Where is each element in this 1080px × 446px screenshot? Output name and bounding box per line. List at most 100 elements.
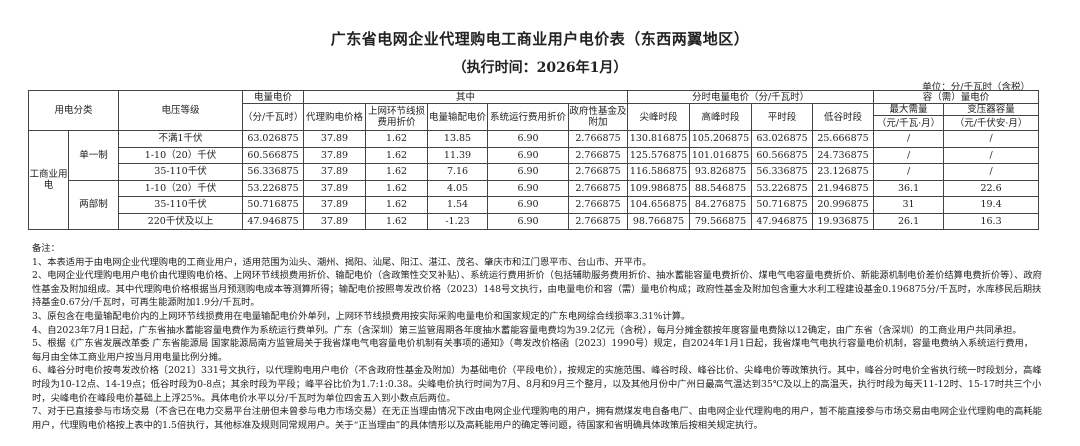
- demand-cell: /: [873, 146, 945, 164]
- flat-cell: 53.226875: [751, 179, 814, 197]
- peak-cell: 101.016875: [689, 146, 753, 164]
- header-proxy: 代理购电价格: [303, 103, 367, 131]
- voltage-cell: 1-10（20）千伏: [118, 146, 244, 164]
- loss-cell: 1.62: [365, 163, 429, 181]
- trans-cell: -1.23: [427, 212, 489, 230]
- voltage-cell: 35-110千伏: [118, 196, 244, 214]
- valley-cell: 24.736875: [812, 146, 875, 164]
- transformer-cell: 22.6: [943, 179, 1040, 197]
- sys-cell: 6.90: [487, 196, 570, 214]
- demand-cell: /: [873, 130, 945, 148]
- trans-cell: 13.85: [427, 130, 489, 148]
- voltage-cell: 220千伏及以上: [118, 212, 244, 230]
- proxy-cell: 37.89: [303, 212, 367, 230]
- header-gov-fund: 政府性基金及附加: [568, 103, 629, 131]
- transformer-cell: /: [943, 146, 1040, 164]
- flat-cell: 60.566875: [751, 146, 814, 164]
- header-transmission: 电量输配电价: [427, 103, 489, 131]
- table-row: 两部制 1-10（20）千伏 53.226875 37.89 1.62 4.05 6.90 2…: [29, 179, 1040, 230]
- loss-cell: 1.62: [365, 179, 429, 197]
- note-item: 3、原包含在电量输配电价内的上网环节线损费用在电量输配电价外单列，上网环节线损费…: [32, 310, 691, 322]
- header-peak-top: 尖峰时段: [627, 103, 691, 131]
- proxy-cell: 37.89: [303, 130, 367, 148]
- flat-cell: 47.946875: [751, 212, 814, 230]
- table-row: 35-110千伏 56.336875 37.89 1.62 7.16 6.90 2.7668…: [29, 163, 1040, 181]
- header-system-cost: 系统运行费用折价: [487, 103, 570, 131]
- demand-cell: 31: [873, 196, 945, 214]
- proxy-cell: 37.89: [303, 163, 367, 181]
- loss-cell: 1.62: [365, 146, 429, 164]
- header-flat: 平时段: [751, 103, 814, 131]
- note-item: 5、根据《广东省发展改革委 广东省能源局 国家能源局南方监管局关于我省煤电气电容…: [32, 338, 1034, 363]
- sys-cell: 6.90: [487, 163, 570, 181]
- proxy-cell: 37.89: [303, 179, 367, 197]
- peak-cell: 79.566875: [689, 212, 753, 230]
- transformer-cell: 19.4: [943, 196, 1040, 214]
- header-energy-price: 电量电价: [242, 90, 305, 104]
- header-max-demand-unit: （元/千瓦·月）: [873, 115, 945, 131]
- transformer-cell: /: [943, 163, 1040, 181]
- peak-cell: 84.276875: [689, 196, 753, 214]
- gov-cell: 2.766875: [568, 196, 629, 214]
- table-row: 220千伏及以上 47.946875 37.89 1.62 -1.23 6.90 2.766…: [29, 212, 1040, 230]
- header-voltage: 电压等级: [118, 90, 244, 131]
- valley-cell: 25.666875: [812, 130, 875, 148]
- valley-cell: 19.936875: [812, 212, 875, 230]
- voltage-cell: 35-110千伏: [118, 163, 244, 181]
- demand-cell: 26.1: [873, 212, 945, 230]
- sys-cell: 6.90: [487, 146, 570, 164]
- transformer-cell: 16.3: [943, 212, 1040, 230]
- top-cell: 116.586875: [627, 163, 691, 181]
- flat-cell: 50.716875: [751, 196, 814, 214]
- demand-cell: /: [873, 163, 945, 181]
- flat-cell: 63.026875: [751, 130, 814, 148]
- header-peak: 高峰时段: [689, 103, 753, 131]
- energy-cell: 53.226875: [242, 179, 305, 197]
- energy-cell: 47.946875: [242, 212, 305, 230]
- trans-cell: 7.16: [427, 163, 489, 181]
- flat-cell: 56.336875: [751, 163, 814, 181]
- note-item: 6、峰谷分时电价按粤发改价格〔2021〕331号文执行，以代理购电用户电价（不含…: [32, 365, 1042, 404]
- group-single: 单一制: [67, 130, 120, 181]
- header-max-demand: 最大需量: [873, 103, 945, 116]
- sys-cell: 6.90: [487, 212, 570, 230]
- table-row: 35-110千伏 50.716875 37.89 1.62 1.54 6.90 2.7668…: [29, 196, 1040, 214]
- group-two-part: 两部制: [67, 179, 120, 230]
- gov-cell: 2.766875: [568, 179, 629, 197]
- voltage-cell: 1-10（20）千伏: [118, 179, 244, 197]
- valley-cell: 23.126875: [812, 163, 875, 181]
- voltage-cell: 不满1千伏: [118, 130, 244, 148]
- peak-cell: 93.826875: [689, 163, 753, 181]
- table-row: 1-10（20）千伏 60.566875 37.89 1.62 11.39 6.90 2.7…: [29, 146, 1040, 164]
- energy-cell: 63.026875: [242, 130, 305, 148]
- top-cell: 98.766875: [627, 212, 691, 230]
- header-valley: 低谷时段: [812, 103, 875, 131]
- header-line-loss: 上网环节线损费用折价: [365, 103, 429, 131]
- demand-cell: 36.1: [873, 179, 945, 197]
- energy-cell: 60.566875: [242, 146, 305, 164]
- page-title: 广东省电网企业代理购电工商业用户电价表（东西两翼地区）: [330, 30, 750, 48]
- peak-cell: 105.206875: [689, 130, 753, 148]
- note-item: 4、自2023年7月1日起，广东省抽水蓄能容量电费作为系统运行费单列。广东（含深…: [32, 324, 1022, 336]
- unit-label: 单位：分/千瓦时（含税）: [922, 82, 1030, 93]
- note-item: 2、电网企业代理购电用户电价由代理购电价格、上网环节线损费用折价、输配电价（含政…: [32, 270, 1042, 309]
- header-category: 用电分类: [27, 90, 120, 131]
- loss-cell: 1.62: [365, 212, 429, 230]
- header-capacity: 容（需）量电价: [873, 90, 1040, 104]
- proxy-cell: 37.89: [303, 146, 367, 164]
- top-cell: 109.986875: [627, 179, 691, 197]
- note-item: 1、本表适用于由电网企业代理购电的工商业用户，适用范围为汕头、潮州、揭阳、汕尾、…: [32, 256, 652, 268]
- header-transformer-unit: （元/千伏安·月）: [943, 115, 1040, 131]
- energy-cell: 56.336875: [242, 163, 305, 181]
- gov-cell: 2.766875: [568, 212, 629, 230]
- header-tou: 分时电量电价（分/千瓦时）: [627, 90, 875, 104]
- peak-cell: 88.546875: [689, 179, 753, 197]
- top-cell: 130.816875: [627, 130, 691, 148]
- table-row: 工商业用电 单一制 不满1千伏 63.026875 37.89 1.62 13.85 6.90…: [28, 130, 1040, 230]
- loss-cell: 1.62: [365, 196, 429, 214]
- trans-cell: 1.54: [427, 196, 489, 214]
- header-of-which: 其中: [303, 90, 629, 104]
- trans-cell: 4.05: [427, 179, 489, 197]
- gov-cell: 2.766875: [568, 130, 629, 148]
- valley-cell: 21.946875: [812, 179, 875, 197]
